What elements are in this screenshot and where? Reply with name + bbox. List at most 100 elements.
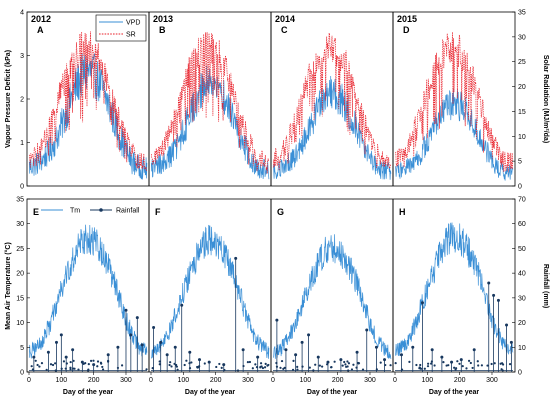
rainfall-point [389,364,392,367]
rainfall-point [101,368,105,371]
rainfall-point [486,364,489,367]
rainfall-point [188,367,192,370]
rainfall-point [158,363,161,366]
rainfall-point [259,366,262,369]
x-tick-label: 100 [421,377,433,384]
rainfall-point [453,366,456,369]
rainfall-point [54,369,57,372]
top-left-tick-label: 0 [20,184,24,191]
rainfall-point [505,323,509,327]
top-series-vpd [272,75,392,180]
rainfall-point [36,363,39,367]
rainfall-point [459,358,463,362]
rainfall-point [430,360,433,363]
rainfall-point [329,366,333,369]
bottom-panel-letter: H [399,207,406,217]
rainfall-point [116,345,120,349]
sr-line [395,32,514,173]
rainfall-point [308,366,311,369]
rainfall-point [280,359,284,363]
top-left-tick-label: 1 [20,140,24,147]
bottom-panel-2: F [148,199,270,372]
bottom-series-tm [28,224,148,359]
rainfall-point [207,360,211,364]
top-right-axis: 0 5 10 15 20 25 30 35 [512,10,526,191]
rainfall-point [259,362,263,365]
bottom-panel-letter: F [155,207,161,217]
rainfall-point [508,363,512,366]
rainfall-point [69,360,72,364]
rainfall-point [400,368,404,371]
x-tick-label: 0 [393,377,397,384]
rainfall-point [490,362,493,366]
x-tick-label: 200 [88,377,100,384]
rainfall-point [344,363,347,366]
rainfall-point [365,328,369,332]
rainfall-point [509,340,513,344]
x-axis-label: Day of the year [307,389,357,396]
top-panel-year: 2012 [31,14,51,24]
rainfall-point [347,369,350,372]
rainfall-point [236,369,240,372]
top-panel-year: 2014 [275,14,295,24]
bottom-panel-1: E [28,207,148,372]
x-tick-label: 100 [55,377,67,384]
rainfall-point [71,348,75,352]
top-panel-letter: A [37,25,44,35]
rainfall-point [106,353,110,357]
rainfall-point [40,362,44,365]
x-axis-label: Day of the year [63,389,113,396]
rainfall-point [447,364,450,367]
rainfall-point [492,293,496,297]
rainfall-point [254,363,257,366]
rainfall-point [151,367,154,370]
rainfall-point [477,364,480,367]
top-left-tick-label: 3 [20,53,24,60]
rainfall-point [246,360,250,364]
bottom-series-tm [272,234,392,359]
rainfall-point [116,366,120,370]
rainfall-point [82,362,85,365]
rainfall-point [275,318,279,322]
rainfall-point [456,360,459,363]
rainfall-point [176,368,179,371]
top-legend-box [95,14,147,42]
bottom-panels: E F G H [28,199,514,372]
top-series-sr [28,31,148,171]
rainfall-point [501,363,505,366]
top-left-axis: 0 1 2 3 4 [20,10,30,191]
top-panel-year: 2013 [153,14,173,24]
rainfall-point [292,359,295,362]
rainfall-point [159,340,163,344]
rainfall-point [96,360,100,363]
rainfall-point [175,365,178,368]
sr-line [272,32,392,171]
rainfall-point [307,333,311,337]
top-right-tick-label: 30 [518,34,526,41]
rainfall-point [140,343,144,347]
rainfall-point [423,367,426,370]
rainfall-point [46,350,50,354]
rainfall-point [152,326,156,330]
rainfall-point [234,256,238,260]
bottom-series-rainfall [394,281,513,372]
rainfall-point [124,308,128,312]
rainfall-point [341,364,344,367]
top-left-tick-label: 2 [20,97,24,104]
bottom-series-rainfall [273,318,392,372]
rainfall-point [197,358,201,362]
rainfall-point [440,355,444,359]
rainfall-point [169,361,172,364]
rainfall-point [427,362,430,365]
bottom-left-tick-label: 0 [20,370,24,377]
rainfall-point [279,366,282,369]
rainfall-point [96,365,99,368]
rainfall-point [415,363,418,367]
rainfall-point [296,365,299,368]
rainfall-point [275,365,279,368]
rainfall-point [106,359,110,362]
top-right-tick-label: 5 [518,159,522,166]
rainfall-point [450,360,454,364]
